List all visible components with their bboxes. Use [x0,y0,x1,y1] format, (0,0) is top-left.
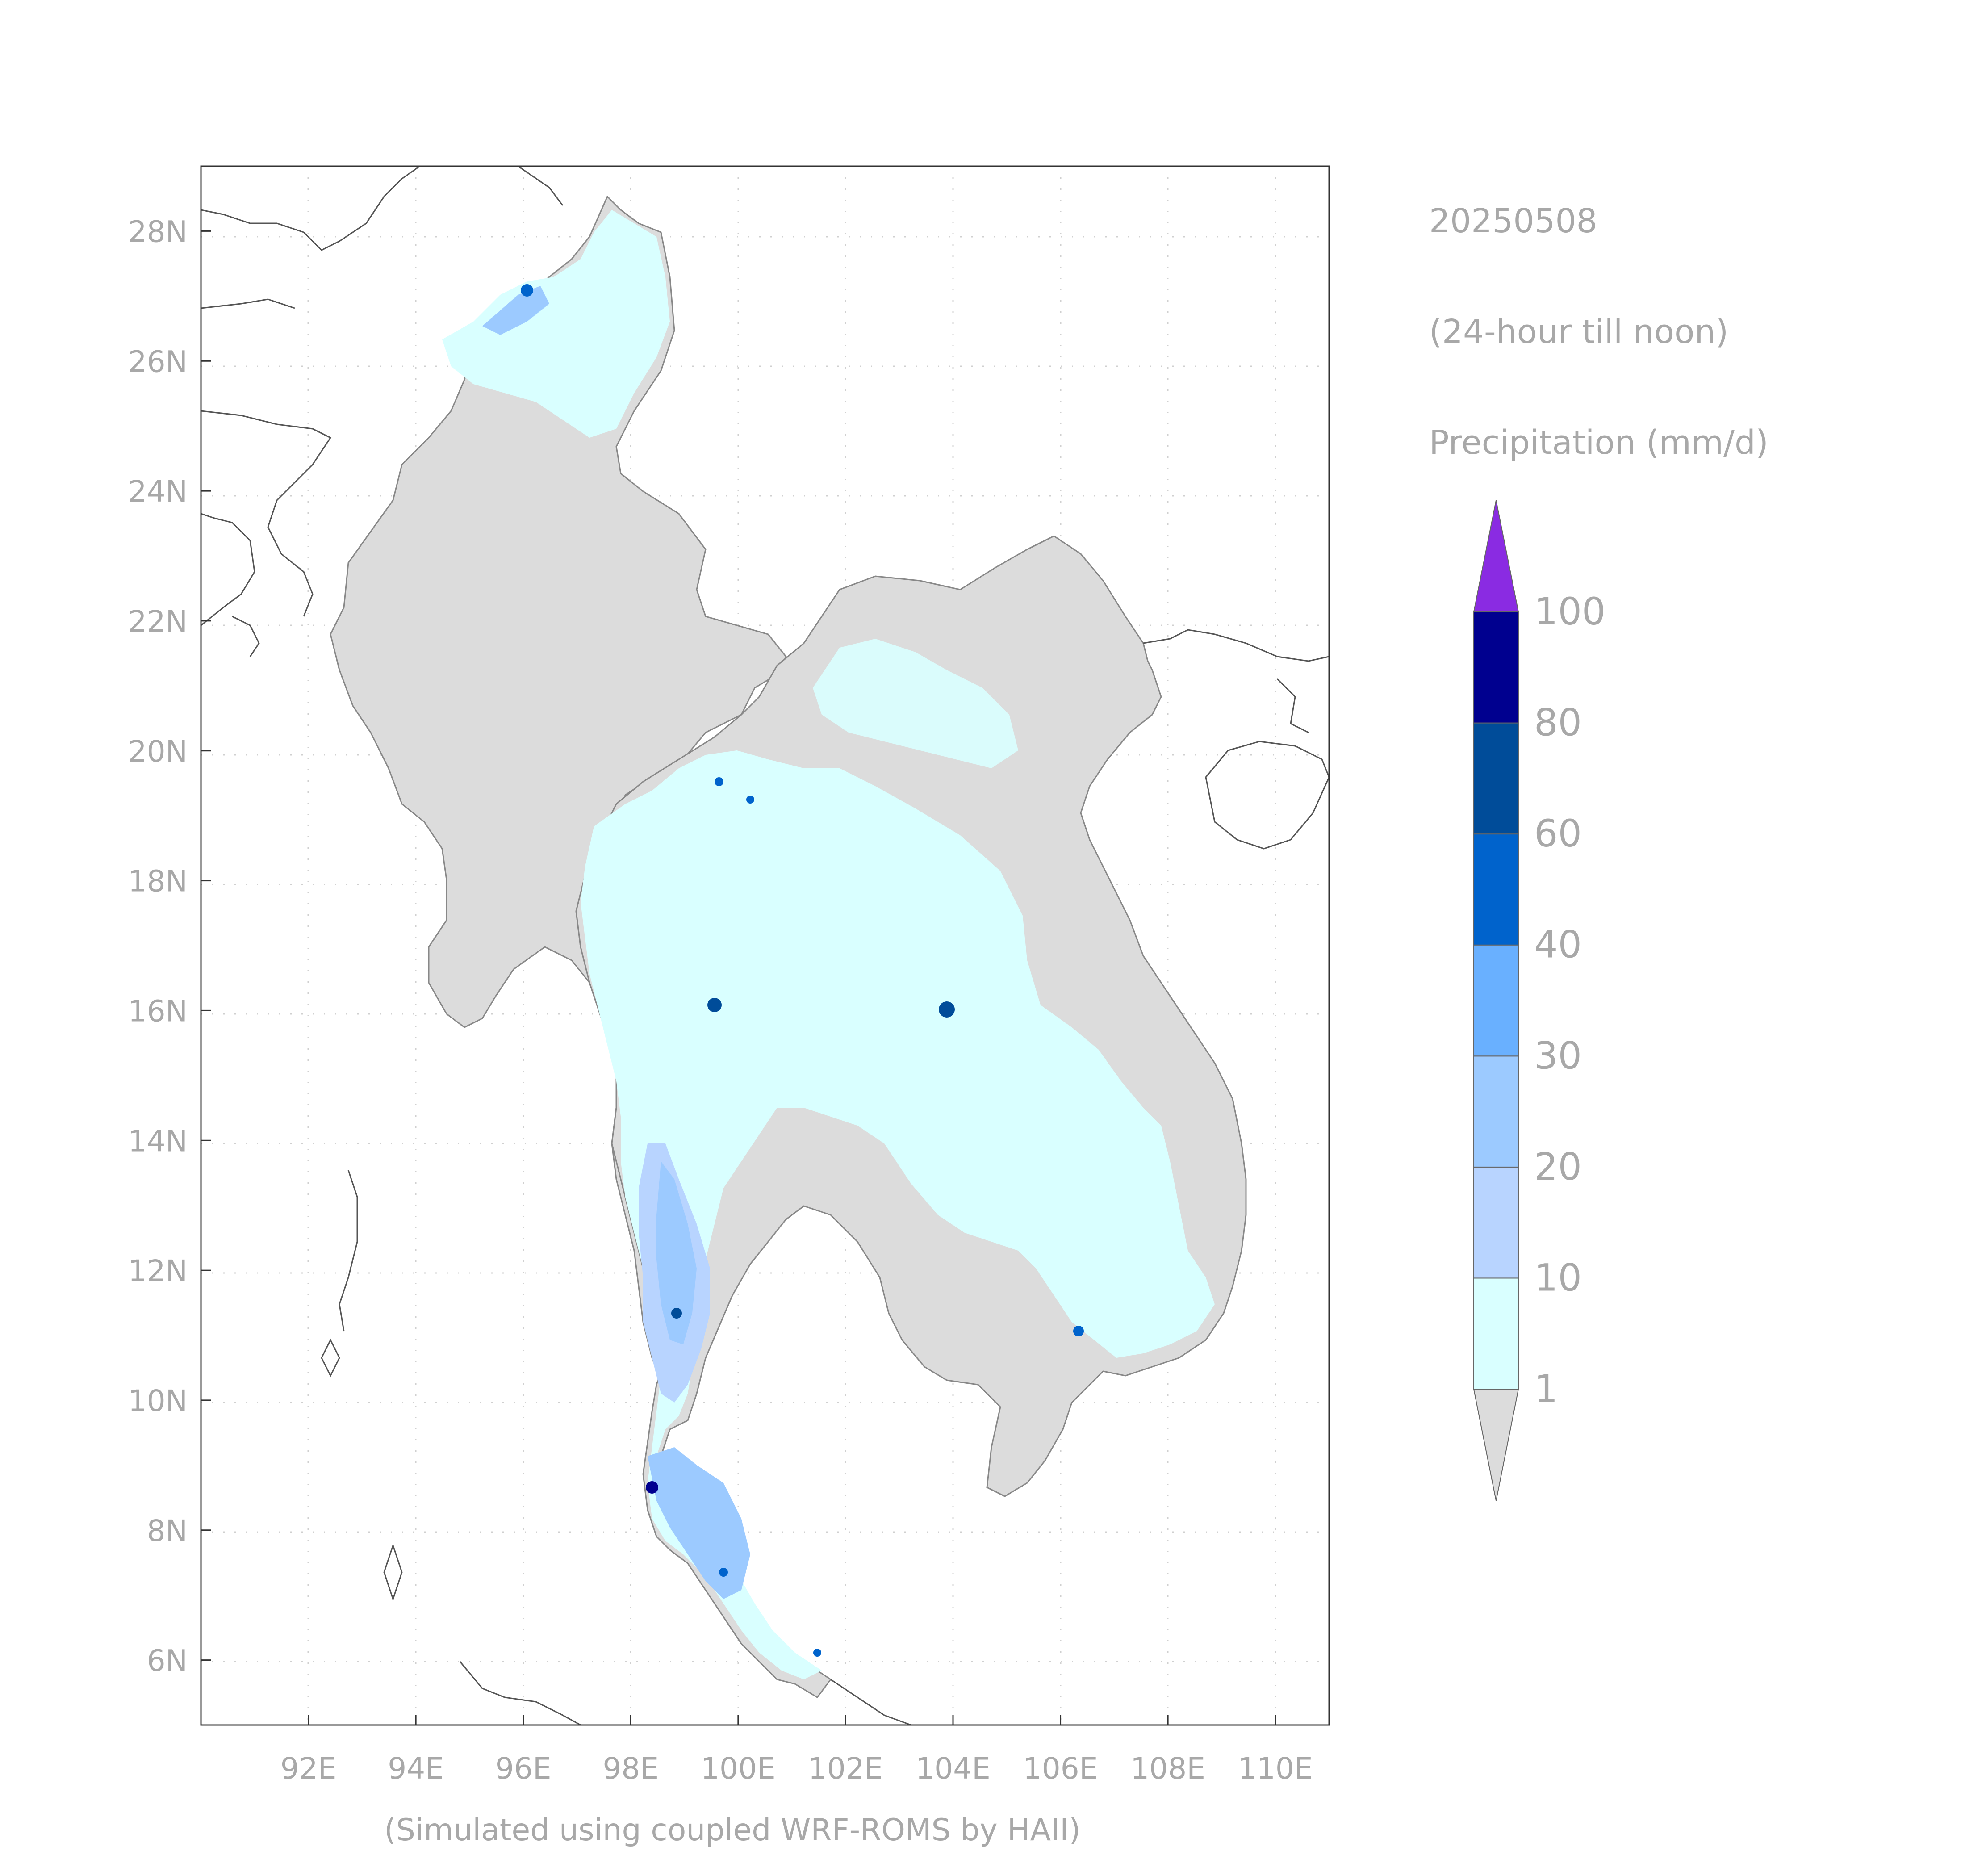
precip-spot-40-60 [715,777,723,786]
coastlines [201,166,1329,1725]
precipitation-colorbar: 1 10 20 30 40 60 80 100 [1473,500,1605,1501]
lon-tick-label: 96E [495,1751,552,1786]
colorbar-bin [1473,833,1519,946]
colorbar-under-triangle [1473,1389,1519,1501]
colorbar-label: 40 [1534,923,1582,967]
precip-spot-40-60 [719,1568,728,1577]
lon-tick-label: 104E [916,1751,991,1786]
lat-tick-label: 10N [128,1384,188,1418]
colorbar-bin [1473,722,1519,835]
precip-band-1-10 [581,750,1215,1679]
heavy-precip-spots [521,284,1084,1657]
colorbar-label: 30 [1534,1034,1582,1077]
colorbar-label: 20 [1534,1145,1582,1189]
lon-tick-label: 92E [280,1751,337,1786]
colorbar-label: 100 [1534,590,1605,633]
precip-spot-60-80 [939,1001,955,1018]
map-date-title: 20250508 [1429,202,1597,240]
map-variable-title: Precipitation (mm/d) [1429,423,1768,462]
colorbar-bin [1473,611,1519,724]
lon-tick-label: 102E [808,1751,883,1786]
lon-tick-label: 94E [388,1751,444,1786]
precip-spot-60-80 [707,998,722,1012]
precip-spot-40-60 [813,1649,821,1657]
lat-tick-label: 18N [128,864,188,899]
precip-patch-north [442,210,670,438]
map-period-title: (24-hour till noon) [1429,313,1728,351]
precip-spot-60-80 [671,1308,682,1319]
lon-tick-label: 110E [1238,1751,1313,1786]
lon-tick-label: 106E [1023,1751,1098,1786]
precip-patch-north-myanmar [482,286,549,335]
longitude-axis: 92E 94E 96E 98E 100E 102E 104E 106E 108E 110E [280,1715,1313,1786]
colorbar-label: 60 [1534,812,1582,855]
precip-band-20-30-south [648,1447,750,1599]
lat-tick-label: 6N [147,1644,188,1678]
lat-tick-label: 26N [128,344,188,379]
colorbar-label: 80 [1534,701,1582,745]
colorbar-label: 1 [1534,1367,1558,1411]
colorbar-bin [1473,1277,1519,1390]
landmass-myanmar [330,195,787,1382]
precip-spot-40-60 [521,284,533,297]
precip-patch-laos [813,639,1018,768]
lon-tick-label: 108E [1130,1751,1205,1786]
lat-tick-label: 24N [128,474,188,509]
lat-tick-label: 16N [128,994,188,1028]
precip-spot-40-60 [746,796,754,804]
latitude-axis: 6N 8N 10N 12N 14N 16N 18N 20N 22N 24N 26N 28N [128,214,211,1678]
lat-tick-label: 28N [128,214,188,249]
lat-tick-label: 14N [128,1124,188,1158]
lon-tick-label: 100E [701,1751,776,1786]
colorbar-bin [1473,944,1519,1057]
lat-tick-label: 22N [128,604,188,639]
precip-spot-80-100 [646,1481,658,1494]
colorbar-bin [1473,1166,1519,1279]
lat-tick-label: 20N [128,734,188,769]
colorbar-bin [1473,1055,1519,1168]
map-panel [200,165,1330,1726]
model-credit: (Simulated using coupled WRF-ROMS by HAI… [384,1813,1080,1848]
lat-tick-label: 8N [147,1514,188,1548]
colorbar-over-triangle [1473,500,1519,612]
precip-band-20-30-west [656,1161,697,1344]
map-frame [200,165,1330,1726]
colorbar-label: 10 [1534,1256,1582,1299]
lat-tick-label: 12N [128,1254,188,1288]
lon-tick-label: 98E [602,1751,659,1786]
precip-spot-40-60 [1073,1326,1084,1336]
